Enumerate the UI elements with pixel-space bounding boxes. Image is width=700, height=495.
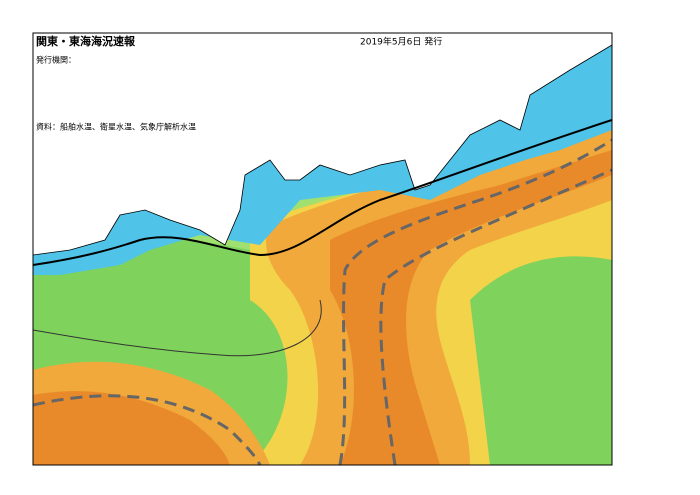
warm-southwest-core <box>33 391 230 465</box>
issue-date: 2019年5月6日 発行 <box>360 36 442 48</box>
map-frame <box>32 32 613 466</box>
publisher-label: 発行機関： <box>36 55 76 65</box>
current-axis <box>338 138 612 465</box>
current-axis <box>379 168 612 465</box>
contour-line <box>33 299 322 357</box>
source: 資料：船舶水温、衛星水温、気象庁解析水温 <box>36 122 196 132</box>
map-body: 関東・東海海況速報 2019年5月6日 発行 発行機関： 資料：船舶水温、衛星水… <box>33 33 612 465</box>
contour-line <box>33 119 612 266</box>
kuroshio-core <box>330 150 612 465</box>
info-box <box>33 33 213 133</box>
current-axis <box>33 394 262 465</box>
title: 関東・東海海況速報 <box>36 34 136 48</box>
